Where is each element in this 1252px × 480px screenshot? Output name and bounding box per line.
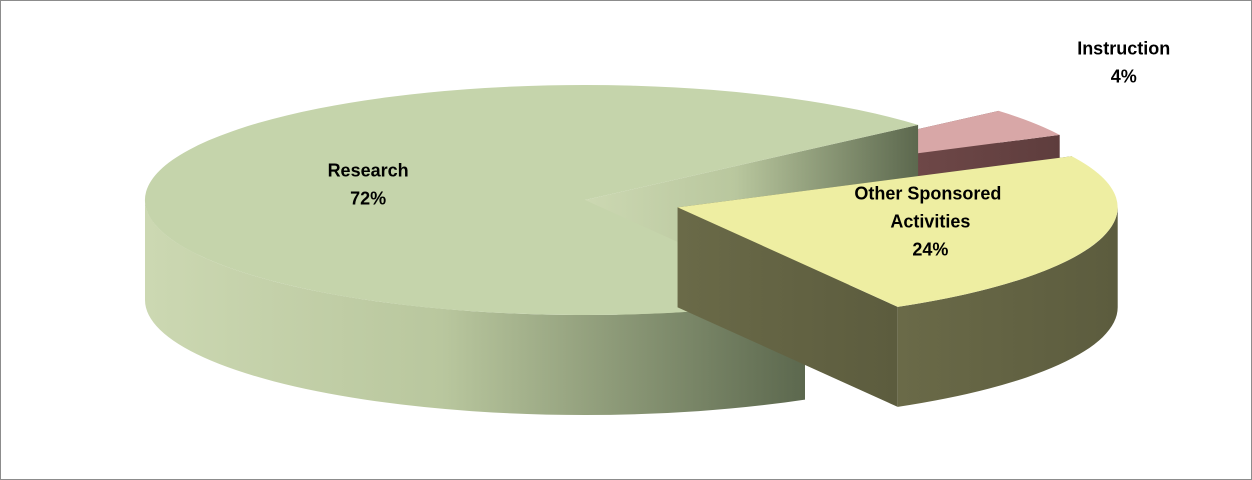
label-line: Research xyxy=(328,160,409,180)
slice-value-label: 72% xyxy=(350,188,386,208)
slice-side xyxy=(144,200,805,416)
slice-value-label: 4% xyxy=(1111,66,1137,86)
label-line: Activities xyxy=(890,211,970,231)
slice-label: Other Sponsored Activities xyxy=(854,183,1006,231)
slice xyxy=(677,156,1118,307)
label-line: Instruction xyxy=(1077,38,1170,58)
slice xyxy=(144,85,919,316)
slice-edge-face xyxy=(677,207,898,407)
label-line: Other Sponsored xyxy=(854,183,1006,203)
slice-label: Instruction xyxy=(1077,38,1170,58)
slice-side xyxy=(897,207,1118,407)
slice-value-label: 24% xyxy=(912,239,948,259)
slice-label: Research xyxy=(328,160,409,180)
